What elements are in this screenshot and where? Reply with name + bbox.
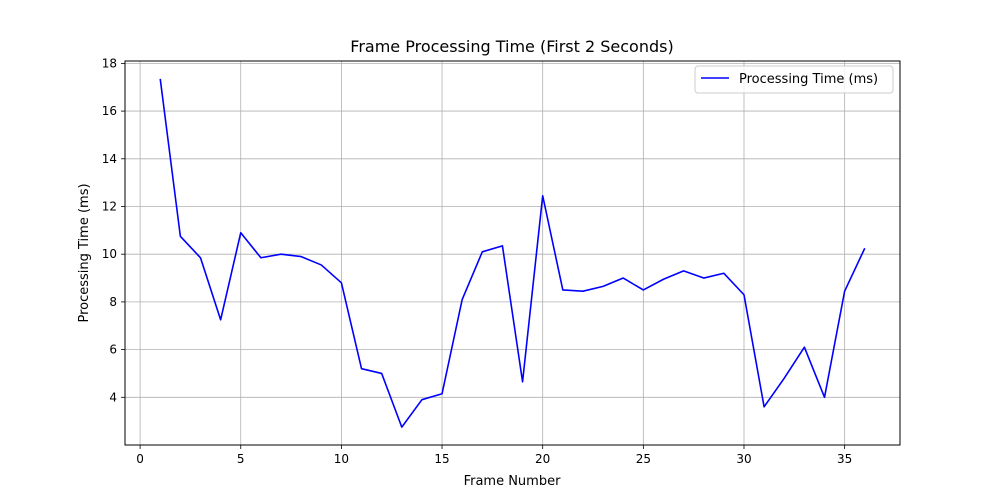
x-tick-label: 5	[237, 452, 245, 466]
y-tick-label: 6	[109, 343, 117, 357]
legend-label: Processing Time (ms)	[739, 72, 878, 87]
y-tick-label: 18	[102, 56, 117, 70]
y-tick-label: 12	[102, 199, 117, 213]
chart-title: Frame Processing Time (First 2 Seconds)	[350, 37, 673, 56]
x-tick-label: 30	[736, 452, 751, 466]
x-tick-label: 20	[535, 452, 550, 466]
x-tick-label: 0	[136, 452, 144, 466]
x-axis-label: Frame Number	[464, 474, 562, 489]
y-axis-label: Processing Time (ms)	[77, 183, 92, 322]
y-tick-label: 4	[109, 390, 117, 404]
plot-area-frame	[124, 60, 901, 446]
x-tick-label: 10	[334, 452, 349, 466]
x-tick-label: 35	[837, 452, 852, 466]
y-tick-label: 14	[102, 152, 117, 166]
y-tick-label: 10	[102, 247, 117, 261]
grid-lines	[125, 61, 900, 445]
series-line	[159, 78, 866, 428]
y-tick-label: 16	[102, 104, 117, 118]
y-tick-label: 8	[109, 295, 117, 309]
x-tick-label: 25	[636, 452, 651, 466]
series-layer	[159, 78, 866, 428]
axis-ticks: 0 5 10 15 20 25 30 35 4 6 8 10 12 14 16 18	[102, 56, 853, 466]
legend-box	[694, 65, 894, 94]
legend: Processing Time (ms)	[694, 65, 894, 94]
x-tick-label: 15	[434, 452, 449, 466]
